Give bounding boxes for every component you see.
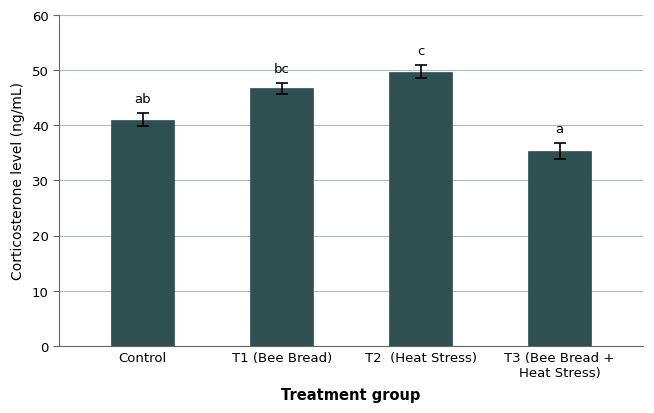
X-axis label: Treatment group: Treatment group [281, 387, 421, 402]
Y-axis label: Corticosterone level (ng/mL): Corticosterone level (ng/mL) [11, 82, 25, 280]
Bar [389, 73, 452, 346]
Text: a: a [555, 122, 564, 135]
Text: bc: bc [274, 62, 290, 76]
Bar [111, 121, 174, 346]
Bar [528, 152, 591, 346]
Text: ab: ab [135, 93, 151, 106]
Text: c: c [417, 45, 424, 58]
Bar [250, 89, 313, 346]
